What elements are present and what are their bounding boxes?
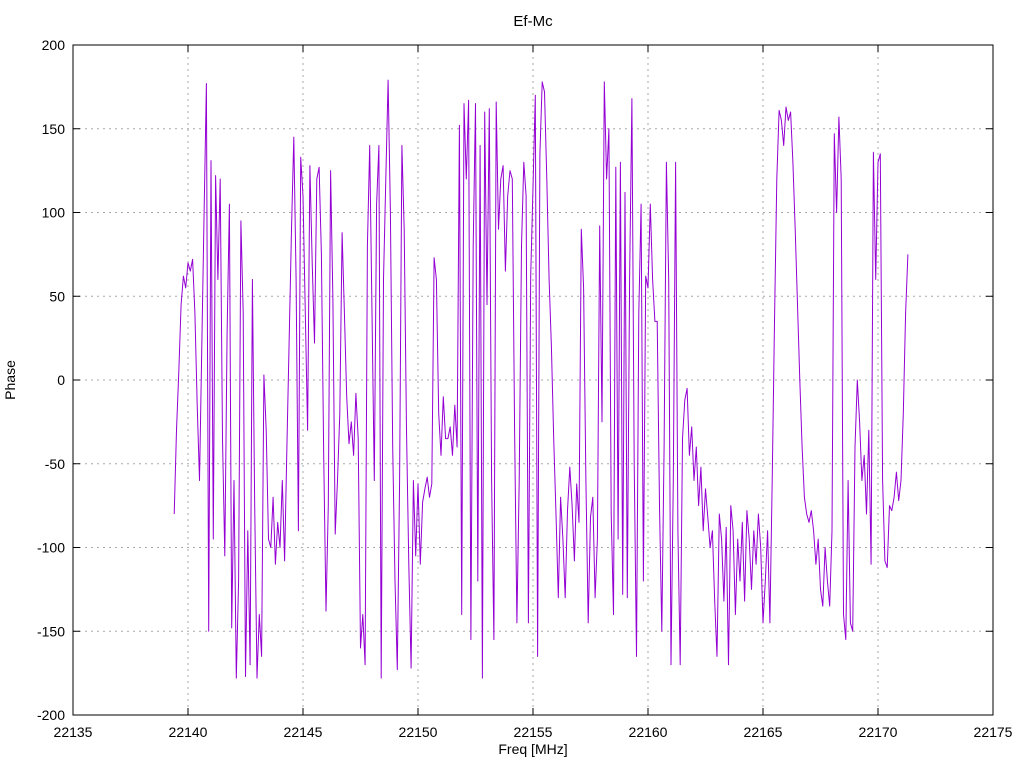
x-tick-label: 22150 xyxy=(399,724,438,740)
y-tick-label: -200 xyxy=(37,707,65,723)
x-tick-label: 22145 xyxy=(284,724,323,740)
y-tick-label: -150 xyxy=(37,623,65,639)
x-tick-label: 22135 xyxy=(54,724,93,740)
x-tick-label: 22155 xyxy=(514,724,553,740)
x-tick-label: 22140 xyxy=(169,724,208,740)
x-tick-label: 22170 xyxy=(859,724,898,740)
x-tick-label: 22175 xyxy=(974,724,1013,740)
chart-title: Ef-Mc xyxy=(513,13,553,30)
y-axis-label: Phase xyxy=(2,360,18,400)
plot-area: 22135 22140 22145 22150 22155 22160 22165 22170… xyxy=(37,37,1013,740)
y-tick-label: -50 xyxy=(45,456,65,472)
y-tick-label: 50 xyxy=(49,288,65,304)
y-tick-label: 100 xyxy=(42,205,66,221)
y-tick-label: 200 xyxy=(42,37,66,53)
y-tick-label: -100 xyxy=(37,540,65,556)
y-tick-label: 0 xyxy=(57,372,65,388)
phase-trace xyxy=(173,79,909,679)
y-tick-label: 150 xyxy=(42,121,66,137)
x-tick-label: 22165 xyxy=(744,724,783,740)
x-axis-label: Freq [MHz] xyxy=(498,741,567,757)
x-tick-label: 22160 xyxy=(629,724,668,740)
